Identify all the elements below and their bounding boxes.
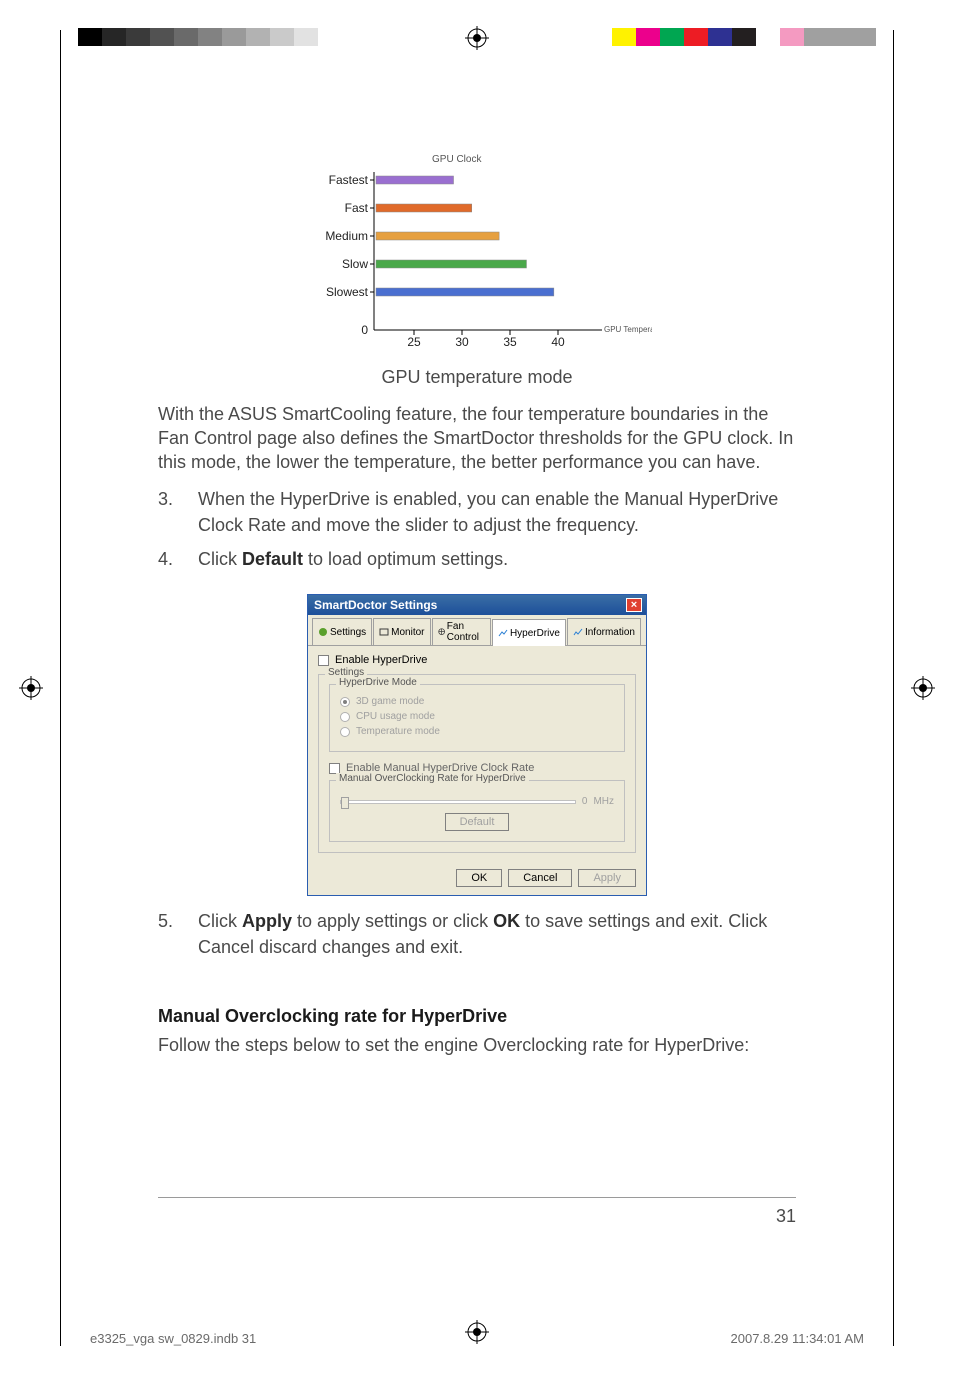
slider-unit: MHz	[593, 796, 614, 807]
step-5: 5. Click Apply to apply settings or clic…	[158, 908, 796, 960]
step-4: 4. Click Default to load optimum setting…	[158, 546, 796, 572]
radio-3d-game-mode[interactable]: 3D game mode	[340, 696, 614, 707]
svg-text:Fastest: Fastest	[329, 173, 369, 187]
step-number: 4.	[158, 546, 198, 572]
slider-value: 0	[582, 796, 588, 807]
step-3: 3. When the HyperDrive is enabled, you c…	[158, 486, 796, 538]
close-icon[interactable]: ×	[626, 598, 642, 612]
dialog-screenshot: SmartDoctor Settings × Settings Monitor …	[307, 594, 647, 896]
chart-caption: GPU temperature mode	[302, 367, 652, 388]
gpu-chart: GPU Clock FastestFastMediumSlowSlowest0 …	[302, 150, 652, 388]
step-number: 3.	[158, 486, 198, 538]
footer-file: e3325_vga sw_0829.indb 31	[90, 1331, 256, 1346]
checkbox-icon	[329, 763, 340, 774]
radio-icon	[340, 712, 350, 722]
svg-text:Slow: Slow	[342, 257, 368, 271]
slider-overclock-rate[interactable]	[340, 800, 576, 804]
registration-mark-left	[19, 676, 43, 700]
svg-text:30: 30	[455, 335, 469, 349]
step-text: Click Default to load optimum settings.	[198, 546, 796, 572]
svg-text:0: 0	[361, 323, 368, 337]
step-text: Click Apply to apply settings or click O…	[198, 908, 796, 960]
group-manual-overclocking: Manual OverClocking Rate for HyperDrive …	[329, 780, 625, 842]
group-legend: Manual OverClocking Rate for HyperDrive	[336, 773, 529, 784]
ok-button[interactable]: OK	[456, 869, 502, 887]
chart-title: GPU Clock	[432, 154, 482, 165]
checkbox-enable-hyperdrive[interactable]: Enable HyperDrive	[318, 654, 636, 666]
slider-thumb[interactable]	[341, 797, 349, 809]
radio-icon	[340, 727, 350, 737]
paragraph-smartcooling: With the ASUS SmartCooling feature, the …	[158, 402, 796, 474]
dialog-titlebar: SmartDoctor Settings ×	[308, 595, 646, 615]
radio-temperature-mode[interactable]: Temperature mode	[340, 726, 614, 737]
registration-mark-right	[911, 676, 935, 700]
svg-text:35: 35	[503, 335, 517, 349]
tab-hyperdrive[interactable]: HyperDrive	[492, 619, 566, 646]
svg-text:Slowest: Slowest	[326, 285, 369, 299]
tab-monitor[interactable]: Monitor	[373, 618, 430, 645]
section-paragraph: Follow the steps below to set the engine…	[158, 1033, 796, 1057]
section-heading: Manual Overclocking rate for HyperDrive	[158, 1006, 796, 1027]
apply-button[interactable]: Apply	[578, 869, 636, 887]
x-axis-label: GPU Temperature (C°)	[604, 325, 652, 334]
page-number: 31	[158, 1206, 796, 1227]
dialog-title-text: SmartDoctor Settings	[314, 598, 437, 612]
gray-swatch-bar	[78, 28, 366, 46]
footer-date: 2007.8.29 11:34:01 AM	[731, 1331, 864, 1346]
tab-information[interactable]: Information	[567, 618, 641, 645]
radio-icon	[340, 697, 350, 707]
checkbox-label: Enable HyperDrive	[335, 654, 427, 666]
group-settings: Settings HyperDrive Mode 3D game mode CP…	[318, 674, 636, 853]
page-content: GPU Clock FastestFastMediumSlowSlowest0 …	[158, 150, 796, 1306]
cancel-button[interactable]: Cancel	[508, 869, 572, 887]
dialog-tabs: Settings Monitor Fan Control HyperDrive …	[308, 615, 646, 646]
svg-text:25: 25	[407, 335, 421, 349]
print-footer: e3325_vga sw_0829.indb 31 2007.8.29 11:3…	[90, 1331, 864, 1346]
svg-text:Medium: Medium	[325, 229, 368, 243]
group-legend: HyperDrive Mode	[336, 677, 420, 688]
step-number: 5.	[158, 908, 198, 960]
default-button[interactable]: Default	[445, 813, 510, 831]
tab-fan-control[interactable]: Fan Control	[432, 618, 491, 645]
registration-mark-top	[465, 26, 489, 50]
tab-settings[interactable]: Settings	[312, 618, 372, 645]
radio-cpu-usage-mode[interactable]: CPU usage mode	[340, 711, 614, 722]
footer-rule	[158, 1197, 796, 1198]
dialog-button-row: OK Cancel Apply	[308, 861, 646, 895]
checkbox-icon	[318, 655, 329, 666]
crop-line-right	[893, 30, 894, 1346]
step-text: When the HyperDrive is enabled, you can …	[198, 486, 796, 538]
svg-text:40: 40	[551, 335, 565, 349]
color-swatch-bar	[588, 28, 876, 46]
svg-text:Fast: Fast	[345, 201, 369, 215]
group-hyperdrive-mode: HyperDrive Mode 3D game mode CPU usage m…	[329, 684, 625, 752]
crop-line-left	[60, 30, 61, 1346]
